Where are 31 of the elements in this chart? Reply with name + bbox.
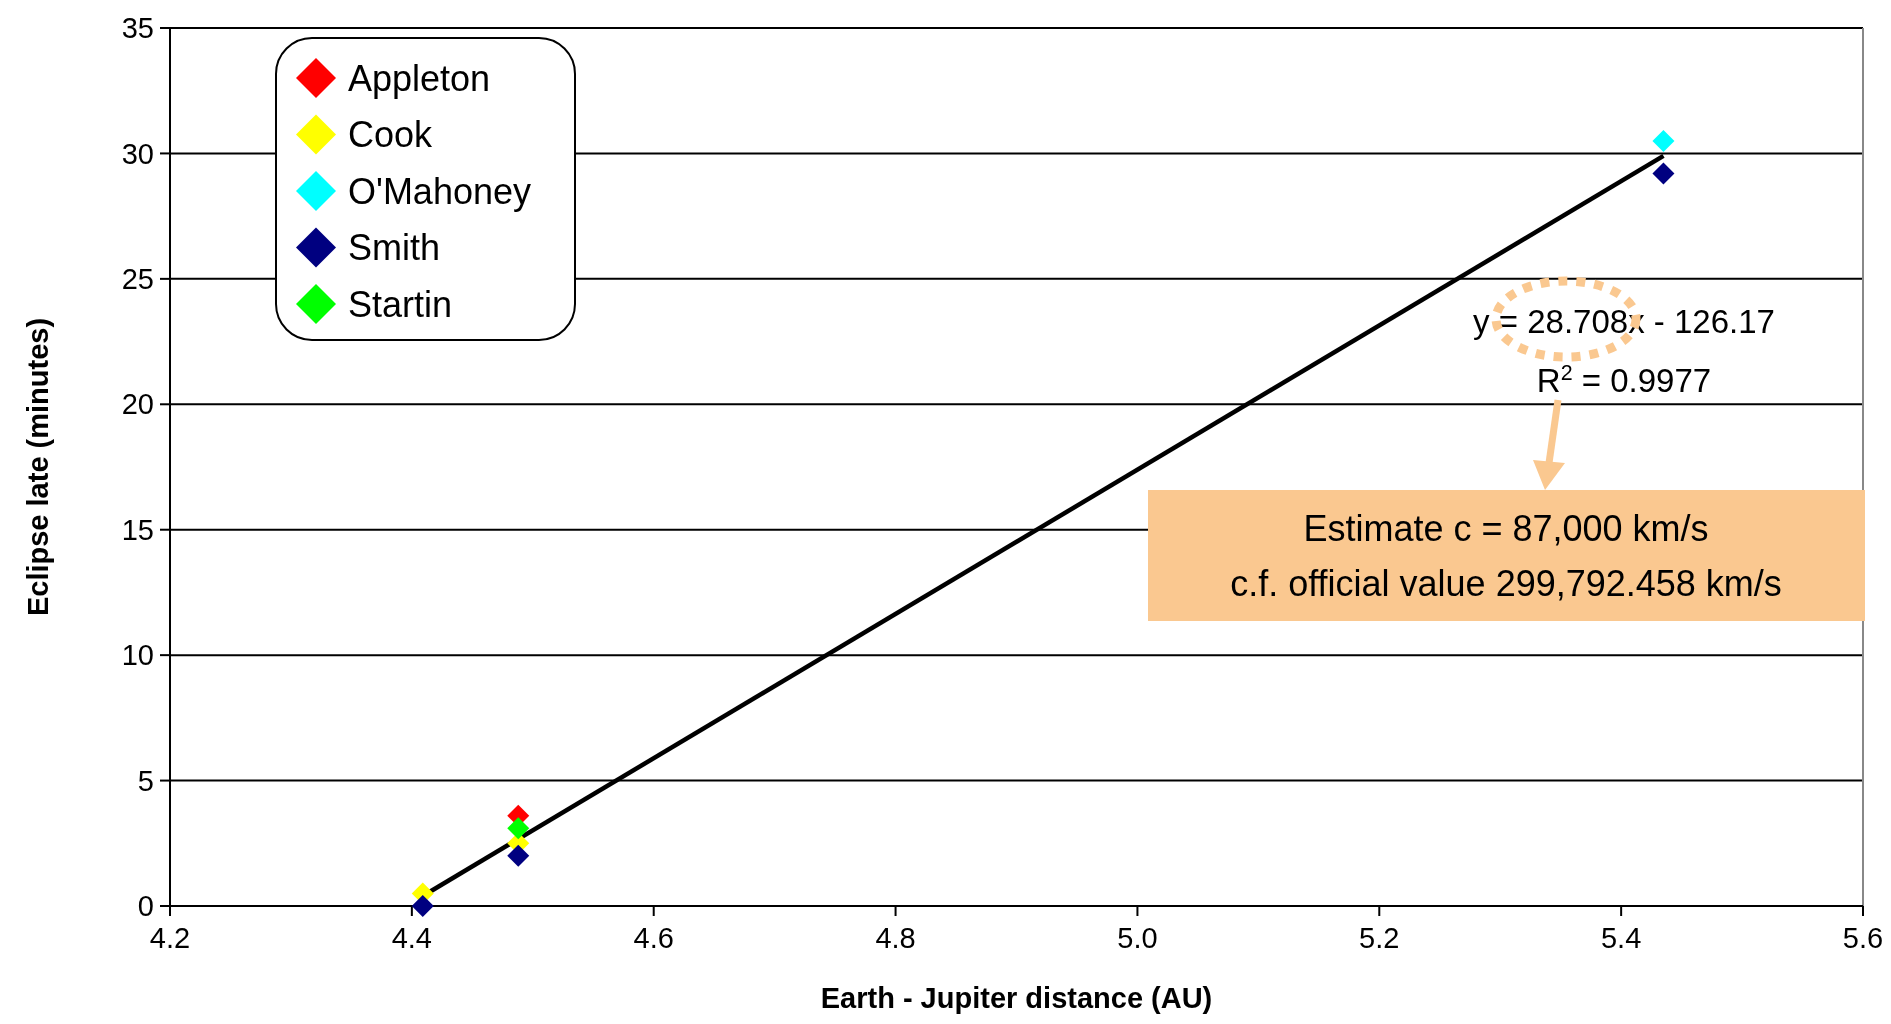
y-tick-label: 5 — [137, 764, 154, 797]
point — [1652, 162, 1675, 185]
point — [507, 844, 530, 867]
x-tick-label: 5.0 — [1117, 922, 1158, 954]
y-axis-title: Eclipse late (minutes) — [22, 317, 54, 617]
y-tick-label: 35 — [121, 12, 154, 45]
x-tick-label: 4.4 — [391, 922, 433, 954]
point — [1652, 129, 1675, 152]
point — [507, 817, 530, 840]
y-tick-label: 0 — [137, 890, 154, 923]
legend-label: Appleton — [348, 57, 491, 99]
x-tick-label: 4.8 — [875, 922, 916, 954]
y-tick-label: 30 — [121, 137, 154, 170]
annotation: c.f. official value 299,792.458 km/s — [1230, 562, 1782, 604]
x-tick-label: 5.6 — [1842, 922, 1884, 954]
x-tick-label: 4.6 — [633, 922, 674, 954]
legend-label: Startin — [348, 283, 453, 325]
x-axis-title: Earth - Jupiter distance (AU) — [820, 982, 1213, 1014]
x-tick-label: 5.4 — [1600, 922, 1642, 954]
annotation: Estimate c = 87,000 km/s — [1303, 507, 1709, 549]
legend-label: Smith — [348, 227, 441, 269]
x-tick-label: 5.2 — [1359, 922, 1400, 954]
y-tick-label: 15 — [121, 513, 154, 546]
annotation: R$^{2}$ = 0.9977 — [1536, 360, 1712, 399]
y-tick-label: 10 — [121, 639, 154, 672]
y-tick-label: 25 — [121, 263, 154, 296]
legend-label: O'Mahoney — [348, 170, 531, 212]
x-tick-label: 4.2 — [149, 922, 191, 954]
point — [411, 895, 434, 917]
y-tick-label: 20 — [121, 388, 154, 421]
legend-label: Cook — [348, 114, 434, 156]
